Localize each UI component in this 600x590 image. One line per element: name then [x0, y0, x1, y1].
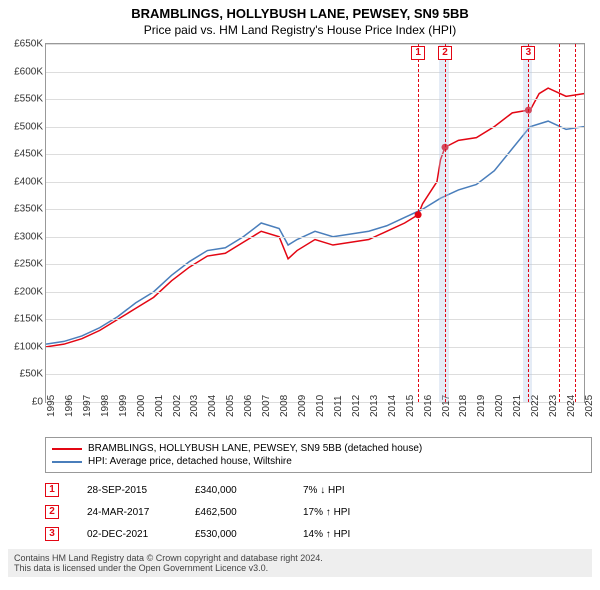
transaction-date: 28-SEP-2015 [87, 485, 167, 496]
ytick-label: £600K [1, 66, 43, 77]
transaction-date: 02-DEC-2021 [87, 529, 167, 540]
footer-box: Contains HM Land Registry data © Crown c… [8, 549, 592, 577]
ytick-label: £300K [1, 231, 43, 242]
xtick-label: 1998 [100, 395, 111, 417]
chart-marker-box: 1 [411, 46, 425, 60]
ytick-label: £150K [1, 314, 43, 325]
table-row: 1 28-SEP-2015 £340,000 7% ↓ HPI [45, 479, 592, 501]
legend-item: BRAMBLINGS, HOLLYBUSH LANE, PEWSEY, SN9 … [52, 442, 585, 455]
xtick-label: 2003 [189, 395, 200, 417]
legend-label: HPI: Average price, detached house, Wilt… [88, 456, 292, 467]
xtick-label: 2013 [369, 395, 380, 417]
xtick-label: 2008 [279, 395, 290, 417]
xtick-label: 2000 [136, 395, 147, 417]
xtick-label: 1997 [82, 395, 93, 417]
transaction-diff: 7% ↓ HPI [303, 485, 383, 496]
ytick-label: £250K [1, 259, 43, 270]
chart-marker-box: 2 [438, 46, 452, 60]
xtick-label: 2007 [261, 395, 272, 417]
transaction-marker: 3 [45, 527, 59, 541]
transaction-marker: 1 [45, 483, 59, 497]
transaction-diff: 17% ↑ HPI [303, 507, 383, 518]
ytick-label: £200K [1, 286, 43, 297]
table-row: 3 02-DEC-2021 £530,000 14% ↑ HPI [45, 523, 592, 545]
transaction-date: 24-MAR-2017 [87, 507, 167, 518]
ytick-label: £0 [1, 397, 43, 408]
ytick-label: £50K [1, 369, 43, 380]
xtick-label: 2021 [512, 395, 523, 417]
ytick-label: £550K [1, 94, 43, 105]
footer-line: This data is licensed under the Open Gov… [14, 563, 586, 573]
chart-svg [46, 44, 584, 402]
transaction-diff: 14% ↑ HPI [303, 529, 383, 540]
xtick-label: 2004 [207, 395, 218, 417]
legend-item: HPI: Average price, detached house, Wilt… [52, 455, 585, 468]
xtick-label: 2010 [315, 395, 326, 417]
xtick-label: 1999 [118, 395, 129, 417]
xtick-label: 2009 [297, 395, 308, 417]
transaction-marker: 2 [45, 505, 59, 519]
transaction-price: £340,000 [195, 485, 275, 496]
transaction-price: £530,000 [195, 529, 275, 540]
ytick-label: £450K [1, 149, 43, 160]
xtick-label: 2001 [154, 395, 165, 417]
chart-subtitle: Price paid vs. HM Land Registry's House … [0, 21, 600, 43]
xtick-label: 2011 [333, 395, 344, 417]
xtick-label: 2016 [423, 395, 434, 417]
xtick-label: 2015 [405, 395, 416, 417]
legend-box: BRAMBLINGS, HOLLYBUSH LANE, PEWSEY, SN9 … [45, 437, 592, 473]
ytick-label: £650K [1, 39, 43, 50]
ytick-label: £400K [1, 176, 43, 187]
transactions-table: 1 28-SEP-2015 £340,000 7% ↓ HPI 2 24-MAR… [45, 479, 592, 545]
xtick-label: 2018 [458, 395, 469, 417]
transaction-price: £462,500 [195, 507, 275, 518]
legend-swatch [52, 448, 82, 450]
xtick-label: 1995 [46, 395, 57, 417]
chart-container: BRAMBLINGS, HOLLYBUSH LANE, PEWSEY, SN9 … [0, 0, 600, 590]
footer-line: Contains HM Land Registry data © Crown c… [14, 553, 586, 563]
xtick-label: 2006 [243, 395, 254, 417]
chart-plot-area: £0£50K£100K£150K£200K£250K£300K£350K£400… [45, 43, 585, 403]
chart-marker-box: 3 [521, 46, 535, 60]
xtick-label: 2002 [172, 395, 183, 417]
xtick-label: 2019 [476, 395, 487, 417]
table-row: 2 24-MAR-2017 £462,500 17% ↑ HPI [45, 501, 592, 523]
legend-label: BRAMBLINGS, HOLLYBUSH LANE, PEWSEY, SN9 … [88, 443, 422, 454]
xtick-label: 2023 [548, 395, 559, 417]
xtick-label: 2020 [494, 395, 505, 417]
legend-swatch [52, 461, 82, 463]
xtick-label: 2012 [351, 395, 362, 417]
xtick-label: 2005 [225, 395, 236, 417]
xtick-label: 1996 [64, 395, 75, 417]
ytick-label: £350K [1, 204, 43, 215]
xtick-label: 2025 [584, 395, 595, 417]
xtick-label: 2014 [387, 395, 398, 417]
ytick-label: £100K [1, 341, 43, 352]
chart-title: BRAMBLINGS, HOLLYBUSH LANE, PEWSEY, SN9 … [0, 0, 600, 21]
ytick-label: £500K [1, 121, 43, 132]
